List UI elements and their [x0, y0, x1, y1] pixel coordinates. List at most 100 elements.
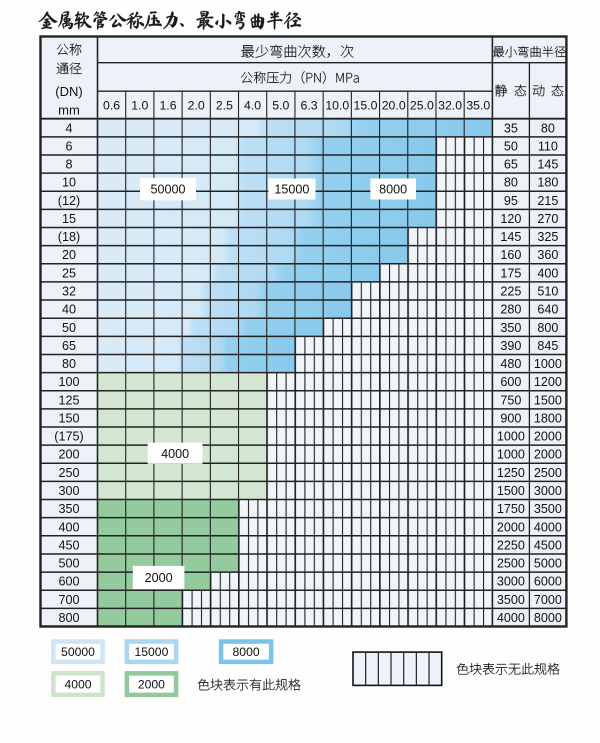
svg-text:100: 100 — [58, 375, 79, 389]
svg-text:150: 150 — [58, 412, 79, 426]
svg-text:125: 125 — [58, 393, 79, 407]
svg-text:8000: 8000 — [534, 611, 562, 625]
svg-text:4500: 4500 — [534, 538, 562, 552]
svg-text:4000: 4000 — [534, 520, 562, 534]
svg-text:80: 80 — [62, 357, 76, 371]
svg-text:2500: 2500 — [497, 557, 525, 571]
svg-text:400: 400 — [537, 266, 558, 280]
svg-text:6000: 6000 — [534, 575, 562, 589]
svg-text:200: 200 — [58, 448, 79, 462]
svg-text:480: 480 — [500, 357, 521, 371]
svg-text:2.0: 2.0 — [188, 99, 205, 113]
svg-text:4000: 4000 — [64, 678, 91, 692]
svg-text:50: 50 — [504, 139, 518, 153]
svg-text:800: 800 — [58, 611, 79, 625]
svg-text:350: 350 — [58, 502, 79, 516]
svg-text:0.6: 0.6 — [103, 99, 120, 113]
svg-text:10: 10 — [62, 176, 76, 190]
svg-text:700: 700 — [58, 593, 79, 607]
svg-text:2000: 2000 — [138, 678, 165, 692]
svg-text:360: 360 — [537, 248, 558, 262]
svg-text:600: 600 — [500, 375, 521, 389]
svg-text:1500: 1500 — [497, 484, 525, 498]
svg-text:300: 300 — [58, 484, 79, 498]
svg-text:1800: 1800 — [534, 412, 562, 426]
svg-text:32: 32 — [62, 285, 76, 299]
svg-text:6: 6 — [65, 139, 72, 153]
svg-text:160: 160 — [500, 248, 521, 262]
svg-text:2000: 2000 — [497, 520, 525, 534]
svg-text:1000: 1000 — [497, 448, 525, 462]
svg-text:50: 50 — [62, 321, 76, 335]
svg-text:110: 110 — [538, 139, 558, 153]
svg-text:35: 35 — [504, 121, 518, 135]
svg-text:8000: 8000 — [233, 645, 260, 659]
svg-text:1500: 1500 — [534, 393, 562, 407]
svg-text:7000: 7000 — [534, 593, 562, 607]
svg-text:2500: 2500 — [534, 466, 562, 480]
svg-text:4: 4 — [65, 121, 72, 135]
svg-text:5.0: 5.0 — [272, 99, 289, 113]
svg-text:(18): (18) — [58, 230, 80, 244]
svg-text:8000: 8000 — [379, 183, 407, 197]
svg-text:250: 250 — [58, 466, 79, 480]
svg-text:20: 20 — [62, 248, 76, 262]
svg-text:32.0: 32.0 — [438, 99, 462, 113]
svg-text:mm: mm — [58, 103, 80, 118]
svg-text:65: 65 — [504, 158, 518, 172]
svg-text:(DN): (DN) — [55, 84, 82, 99]
svg-text:215: 215 — [537, 194, 558, 208]
svg-text:1200: 1200 — [534, 375, 562, 389]
svg-text:95: 95 — [504, 194, 518, 208]
svg-text:10.0: 10.0 — [325, 99, 349, 113]
svg-text:15000: 15000 — [134, 645, 168, 659]
svg-text:8: 8 — [65, 158, 72, 172]
svg-text:640: 640 — [537, 303, 558, 317]
svg-text:6.3: 6.3 — [301, 99, 318, 113]
svg-text:15000: 15000 — [274, 183, 309, 197]
svg-text:175: 175 — [500, 266, 521, 280]
svg-text:(12): (12) — [58, 194, 80, 208]
svg-text:15: 15 — [62, 212, 76, 226]
svg-text:145: 145 — [537, 158, 558, 172]
svg-text:50000: 50000 — [61, 645, 95, 659]
svg-text:1000: 1000 — [534, 357, 562, 371]
svg-text:65: 65 — [62, 339, 76, 353]
svg-text:450: 450 — [58, 538, 79, 552]
svg-text:800: 800 — [537, 321, 558, 335]
svg-text:225: 225 — [500, 285, 521, 299]
svg-text:1750: 1750 — [497, 502, 525, 516]
svg-text:845: 845 — [537, 339, 558, 353]
svg-text:350: 350 — [500, 321, 521, 335]
svg-text:25: 25 — [62, 266, 76, 280]
svg-text:4000: 4000 — [497, 611, 525, 625]
svg-text:3500: 3500 — [497, 593, 525, 607]
svg-text:1000: 1000 — [497, 430, 525, 444]
svg-text:120: 120 — [500, 212, 521, 226]
svg-text:3500: 3500 — [534, 502, 562, 516]
svg-text:1.0: 1.0 — [131, 99, 148, 113]
svg-text:2000: 2000 — [145, 571, 173, 585]
svg-text:5000: 5000 — [534, 557, 562, 571]
svg-text:750: 750 — [500, 393, 521, 407]
svg-text:25.0: 25.0 — [410, 99, 434, 113]
svg-text:4.0: 4.0 — [244, 99, 261, 113]
svg-text:270: 270 — [537, 212, 558, 226]
svg-text:500: 500 — [58, 557, 79, 571]
svg-text:40: 40 — [62, 303, 76, 317]
svg-text:145: 145 — [500, 230, 521, 244]
svg-text:2000: 2000 — [534, 448, 562, 462]
svg-text:180: 180 — [537, 176, 558, 190]
svg-text:50000: 50000 — [150, 183, 185, 197]
svg-text:325: 325 — [537, 230, 558, 244]
svg-text:280: 280 — [500, 303, 521, 317]
svg-text:4000: 4000 — [161, 447, 189, 461]
svg-text:400: 400 — [58, 520, 79, 534]
svg-text:(175): (175) — [54, 430, 83, 444]
svg-text:2250: 2250 — [497, 538, 525, 552]
svg-text:80: 80 — [541, 121, 555, 135]
svg-text:600: 600 — [58, 575, 79, 589]
svg-text:35.0: 35.0 — [466, 99, 490, 113]
svg-text:20.0: 20.0 — [382, 99, 406, 113]
svg-text:2000: 2000 — [534, 430, 562, 444]
